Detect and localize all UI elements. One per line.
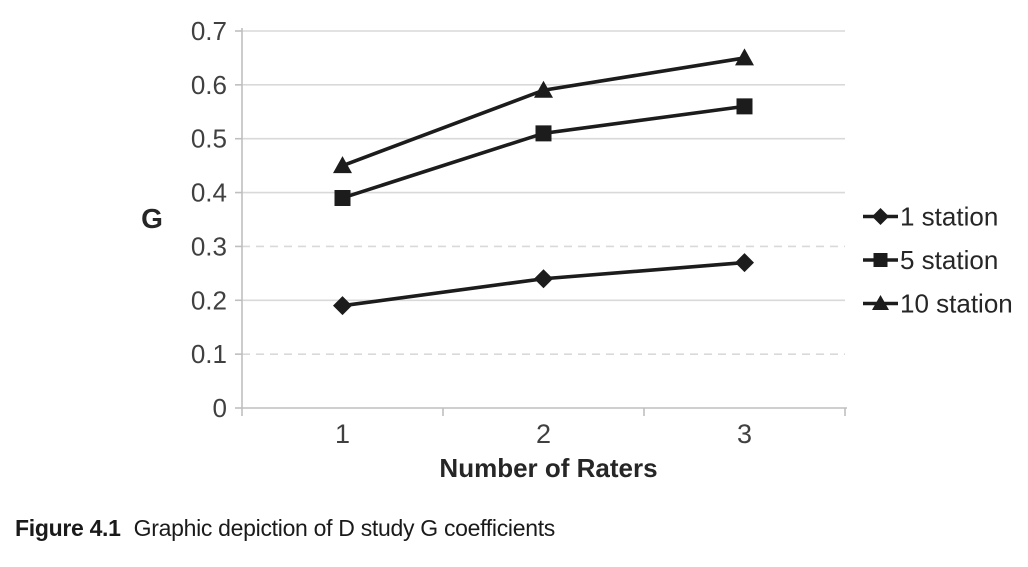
legend-square-marker (873, 253, 888, 267)
legend: 1 station 5 station 10 station (863, 202, 1013, 319)
x-axis-title: Number of Raters (439, 453, 657, 483)
axes-layer (235, 28, 847, 416)
legend-triangle-marker (872, 295, 889, 310)
square-marker-5-station (736, 98, 753, 115)
series-layer (333, 48, 754, 316)
y-tick-label: 0 (213, 393, 227, 423)
gridlines-layer (242, 30, 845, 355)
y-axis-title: G (141, 203, 163, 234)
legend-item-5-station: 5 station (863, 245, 998, 275)
triangle-marker-10-station (534, 80, 553, 98)
chart-area: 0 0.1 0.2 0.3 0.4 0.5 0.6 0.7 1 2 3 G Number of Rate… (141, 16, 1013, 483)
legend-item-1-station: 1 station (863, 202, 998, 232)
y-tick-label: 0.3 (191, 231, 227, 261)
x-tick-label: 2 (536, 419, 551, 449)
series-line-10-station (341, 56, 745, 168)
figure-caption-text: Graphic depiction of D study G coefficie… (133, 515, 556, 541)
triangle-marker-10-station (333, 156, 352, 174)
g-coefficients-line-chart: 0 0.1 0.2 0.3 0.4 0.5 0.6 0.7 1 2 3 G Number of Rate… (141, 16, 1013, 483)
y-tick-label: 0.7 (191, 16, 227, 46)
legend-label-10-station: 10 station (900, 289, 1013, 319)
diamond-marker-1-station (735, 253, 754, 273)
figure-caption: Figure 4.1 Graphic depiction of D study G… (15, 515, 555, 542)
x-tick-label: 1 (335, 419, 350, 449)
square-marker-5-station (535, 125, 552, 142)
legend-item-10-station: 10 station (863, 289, 1013, 319)
diamond-marker-1-station (333, 296, 352, 316)
y-tick-label: 0.1 (191, 339, 227, 369)
legend-diamond-marker (872, 208, 889, 225)
legend-label-5-station: 5 station (900, 245, 998, 275)
axis-labels-layer: 0 0.1 0.2 0.3 0.4 0.5 0.6 0.7 1 2 3 G Number of Rate… (141, 16, 752, 483)
series-line-5-station (341, 104, 745, 200)
y-tick-label: 0.2 (191, 285, 227, 315)
x-tick-label: 3 (737, 419, 752, 449)
y-tick-label: 0.6 (191, 70, 227, 100)
legend-label-1-station: 1 station (900, 202, 998, 232)
y-tick-label: 0.4 (191, 178, 227, 208)
square-marker-5-station (334, 189, 351, 206)
figure-caption-label: Figure 4.1 (15, 515, 121, 541)
diamond-marker-1-station (534, 269, 553, 289)
y-tick-label: 0.5 (191, 124, 227, 154)
triangle-marker-10-station (735, 48, 754, 66)
